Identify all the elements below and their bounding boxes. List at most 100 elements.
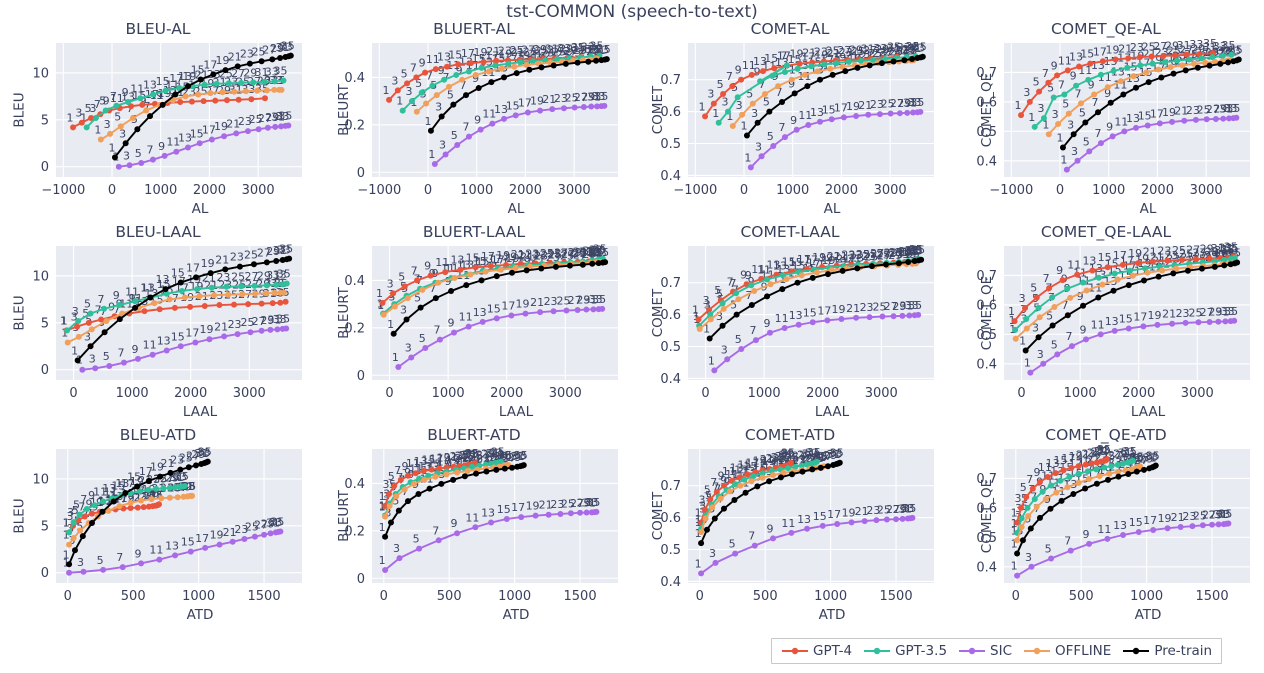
point-index-label: 25 — [510, 44, 524, 57]
point-index-label: 3 — [1032, 321, 1039, 334]
point-index-label: 33 — [1223, 102, 1237, 115]
point-index-label: 29 — [266, 245, 280, 258]
series-marker — [81, 513, 88, 520]
series-marker — [794, 65, 801, 72]
point-index-label: 1 — [708, 354, 715, 367]
legend-item-sic[interactable]: SIC — [958, 643, 1012, 659]
series-marker — [77, 527, 84, 534]
svg-text:1500: 1500 — [880, 589, 913, 604]
series-marker — [1064, 484, 1071, 491]
series-marker — [1051, 303, 1058, 310]
point-index-label: 3 — [384, 507, 391, 520]
point-index-label: 5 — [413, 533, 420, 546]
series-marker — [195, 91, 202, 98]
series-marker — [1158, 74, 1165, 81]
series-marker — [1160, 52, 1167, 59]
point-index-label: 27 — [574, 91, 588, 104]
point-index-label: 3 — [751, 107, 758, 120]
series-marker — [236, 263, 243, 270]
point-index-label: 3 — [405, 341, 412, 354]
point-index-label: 13 — [797, 513, 811, 526]
series-marker — [393, 493, 400, 500]
legend-item-offline[interactable]: OFFLINE — [1023, 643, 1111, 659]
series-marker — [1026, 98, 1033, 105]
series-marker — [588, 103, 595, 110]
series-marker — [219, 89, 226, 96]
series-marker — [171, 304, 178, 311]
point-index-label: 31 — [1211, 242, 1225, 255]
series-marker — [1075, 470, 1082, 477]
series-marker — [134, 126, 141, 133]
series-marker — [222, 266, 229, 273]
point-index-label: 19 — [210, 529, 224, 542]
subplot-bleu-al: BLEU-AL BLEU AL −1000 0 1000 2000 3000 0 5 10 1 3 5 7 9… — [0, 20, 316, 223]
point-index-label: 29 — [875, 43, 889, 56]
series-marker — [751, 287, 758, 294]
series-marker — [1019, 537, 1026, 544]
svg-text:0.5: 0.5 — [976, 328, 997, 343]
series-marker — [1170, 70, 1177, 77]
point-index-label: 7 — [714, 482, 721, 495]
point-index-label: 13 — [494, 103, 508, 116]
point-index-label: 13 — [766, 259, 780, 272]
series-marker — [492, 62, 499, 69]
series-marker — [1091, 91, 1098, 98]
series-marker — [1150, 526, 1157, 533]
series-marker — [408, 98, 415, 105]
point-index-label: 13 — [1069, 51, 1083, 64]
series-marker — [163, 347, 170, 354]
series-marker — [403, 316, 410, 323]
legend-item-gpt-3.5[interactable]: GPT-3.5 — [863, 643, 947, 659]
series-marker — [1097, 331, 1104, 338]
series-marker — [769, 72, 776, 79]
series-marker — [399, 107, 406, 114]
point-index-label: 33 — [902, 245, 916, 258]
series-marker — [1064, 312, 1071, 319]
legend-item-gpt-4[interactable]: GPT-4 — [781, 643, 852, 659]
svg-text:500: 500 — [121, 589, 146, 604]
point-index-label: 7 — [460, 79, 467, 92]
point-index-label: 13 — [165, 539, 179, 552]
point-index-label: 21 — [1143, 246, 1157, 259]
point-index-label: 17 — [491, 254, 505, 267]
point-index-label: 7 — [78, 500, 85, 513]
series-marker — [493, 57, 500, 64]
point-index-label: 21 — [760, 453, 774, 466]
subplot-title: COMET-ATD — [744, 426, 836, 444]
point-index-label: 25 — [785, 451, 799, 464]
point-index-label: 27 — [877, 247, 891, 260]
point-index-label: 3 — [439, 138, 446, 151]
series-marker — [1086, 540, 1093, 547]
point-index-label: 21 — [542, 93, 556, 106]
point-index-label: 31 — [895, 246, 909, 259]
series-marker — [738, 346, 745, 353]
point-index-label: 17 — [804, 254, 818, 267]
series-marker — [744, 471, 751, 478]
series-marker — [1035, 304, 1042, 311]
series-marker — [878, 60, 885, 67]
series-marker — [469, 463, 476, 470]
series-marker — [1023, 494, 1030, 501]
point-index-label: 27 — [521, 43, 535, 56]
point-index-label: 25 — [561, 497, 575, 510]
point-index-label: 21 — [226, 117, 240, 130]
series-marker — [387, 519, 394, 526]
svg-text:0.5: 0.5 — [660, 340, 681, 355]
series-marker — [1027, 525, 1034, 532]
series-marker — [135, 355, 141, 362]
series-marker — [1014, 537, 1021, 544]
series-marker — [187, 548, 194, 555]
series-marker — [127, 505, 134, 512]
series-marker — [1133, 84, 1140, 91]
legend-item-pre-train[interactable]: Pre-train — [1122, 643, 1212, 659]
series-marker — [1221, 262, 1228, 269]
point-index-label: 13 — [481, 507, 495, 520]
series-marker — [1226, 115, 1233, 122]
series-marker — [1206, 255, 1213, 262]
series-marker — [157, 473, 164, 480]
series-marker — [1083, 336, 1089, 343]
point-index-label: 23 — [462, 451, 476, 464]
series-marker — [197, 76, 204, 83]
series-marker — [1023, 325, 1030, 332]
point-index-label: 7 — [432, 524, 439, 537]
